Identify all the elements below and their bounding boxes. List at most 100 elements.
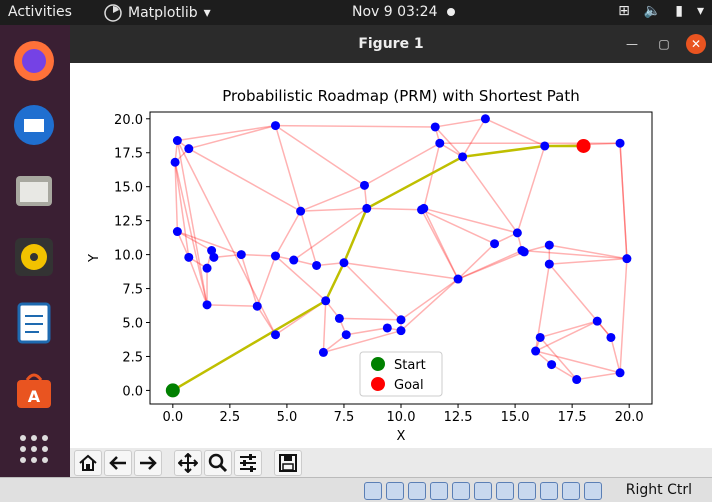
- software-center-icon[interactable]: A: [8, 365, 60, 417]
- roadmap-edge: [207, 304, 258, 307]
- roadmap-edge: [275, 255, 327, 302]
- roadmap-node: [490, 239, 500, 249]
- roadmap-edge: [461, 118, 487, 158]
- roadmap-node: [592, 316, 602, 326]
- roadmap-edge: [549, 244, 628, 260]
- app-menu[interactable]: Matplotlib ▾: [104, 4, 211, 22]
- roadmap-node: [170, 157, 180, 167]
- x-tick-label: 15.0: [501, 410, 530, 425]
- roadmap-node: [359, 180, 369, 190]
- roadmap-edge: [188, 124, 276, 150]
- thunderbird-icon[interactable]: [8, 99, 60, 151]
- roadmap-edge: [316, 262, 345, 267]
- rhythmbox-icon[interactable]: [8, 231, 60, 283]
- x-tick-label: 20.0: [615, 410, 644, 425]
- mouse-integration-icon[interactable]: [562, 482, 580, 500]
- x-tick-label: 12.5: [444, 410, 473, 425]
- volume-icon: 🔈: [643, 3, 662, 19]
- writer-icon[interactable]: [8, 297, 60, 349]
- zoom-button[interactable]: [204, 450, 232, 476]
- roadmap-node: [184, 144, 194, 154]
- roadmap-node: [289, 255, 299, 265]
- plot-canvas[interactable]: Probabilistic Roadmap (PRM) with Shortes…: [70, 63, 712, 448]
- roadmap-node: [271, 251, 280, 261]
- forward-button[interactable]: [134, 450, 162, 476]
- clock[interactable]: Nov 9 03:24: [352, 4, 438, 20]
- video-capture-icon[interactable]: [518, 482, 536, 500]
- vm-status-bar: Right Ctrl: [0, 477, 712, 502]
- zoom-icon: [208, 453, 228, 473]
- notification-dot-icon: [447, 8, 455, 16]
- maximize-icon[interactable]: ▢: [658, 37, 670, 51]
- roadmap-node: [531, 346, 541, 356]
- host-key-label: Right Ctrl: [625, 482, 692, 498]
- roadmap-edge: [300, 207, 367, 212]
- roadmap-edge: [435, 118, 486, 128]
- cpu-icon[interactable]: [540, 482, 558, 500]
- legend-start-label: Start: [394, 358, 426, 373]
- chart-title: Probabilistic Roadmap (PRM) with Shortes…: [222, 87, 580, 105]
- roadmap-edge: [457, 249, 523, 280]
- close-icon[interactable]: ✕: [686, 34, 706, 54]
- minimize-icon[interactable]: —: [626, 37, 638, 51]
- roadmap-edge: [535, 320, 598, 352]
- roadmap-edge: [213, 253, 242, 259]
- roadmap-edge: [240, 254, 258, 307]
- system-tray[interactable]: ⊞ 🔈 ▮ ▾: [618, 3, 704, 19]
- files-icon[interactable]: [8, 165, 60, 217]
- window-titlebar[interactable]: Figure 1 — ▢ ✕: [70, 25, 712, 63]
- x-tick-label: 17.5: [558, 410, 587, 425]
- firefox-icon[interactable]: [8, 35, 60, 87]
- roadmap-node: [519, 247, 529, 257]
- chevron-down-icon: ▾: [696, 3, 704, 19]
- roadmap-edge: [576, 372, 621, 381]
- roadmap-node: [271, 330, 280, 340]
- app-grid-icon[interactable]: [8, 423, 60, 475]
- roadmap-edge: [423, 143, 441, 209]
- roadmap-edge: [174, 162, 208, 306]
- optical-drive-icon[interactable]: [386, 482, 404, 500]
- roadmap-node: [480, 114, 490, 124]
- display-icon[interactable]: [496, 482, 514, 500]
- legend-start-marker: [371, 357, 385, 371]
- back-button[interactable]: [104, 450, 132, 476]
- keyboard-capture-icon[interactable]: [584, 482, 602, 500]
- home-button[interactable]: [74, 450, 102, 476]
- svg-text:A: A: [28, 387, 41, 406]
- x-tick-label: 2.5: [220, 410, 241, 425]
- x-axis-label: X: [397, 429, 406, 444]
- roadmap-edge: [293, 207, 368, 261]
- shared-folder-icon[interactable]: [474, 482, 492, 500]
- save-button[interactable]: [274, 450, 302, 476]
- roadmap-edge: [274, 125, 302, 212]
- roadmap-edge: [343, 262, 459, 280]
- roadmap-edge: [322, 334, 347, 353]
- app-name: Matplotlib: [128, 5, 198, 21]
- roadmap-node: [296, 206, 306, 216]
- top-bar: Activities Matplotlib ▾ Nov 9 03:24 ⊞ 🔈 …: [0, 0, 712, 25]
- roadmap-node: [172, 227, 182, 237]
- network-adapter-icon[interactable]: [430, 482, 448, 500]
- roadmap-edge: [274, 210, 302, 257]
- roadmap-edge: [485, 118, 546, 147]
- audio-icon[interactable]: [408, 482, 426, 500]
- roadmap-node: [334, 313, 344, 323]
- usb-icon[interactable]: [452, 482, 470, 500]
- roadmap-edge: [462, 156, 518, 234]
- chevron-down-icon: ▾: [203, 5, 211, 21]
- roadmap-edge: [420, 209, 459, 280]
- roadmap-node: [453, 274, 463, 284]
- configure-subplots-button[interactable]: [234, 450, 262, 476]
- pan-button[interactable]: [174, 450, 202, 476]
- roadmap-node: [535, 332, 545, 342]
- roadmap-edge: [275, 124, 365, 186]
- roadmap-node: [207, 246, 217, 256]
- activities-button[interactable]: Activities: [8, 4, 72, 20]
- roadmap-edge: [539, 320, 598, 339]
- hard-disk-icon[interactable]: [364, 482, 382, 500]
- roadmap-node: [458, 152, 468, 162]
- battery-icon: ▮: [675, 3, 683, 19]
- roadmap-edge: [339, 317, 402, 321]
- roadmap-edge: [323, 329, 402, 354]
- roadmap-node: [341, 330, 351, 340]
